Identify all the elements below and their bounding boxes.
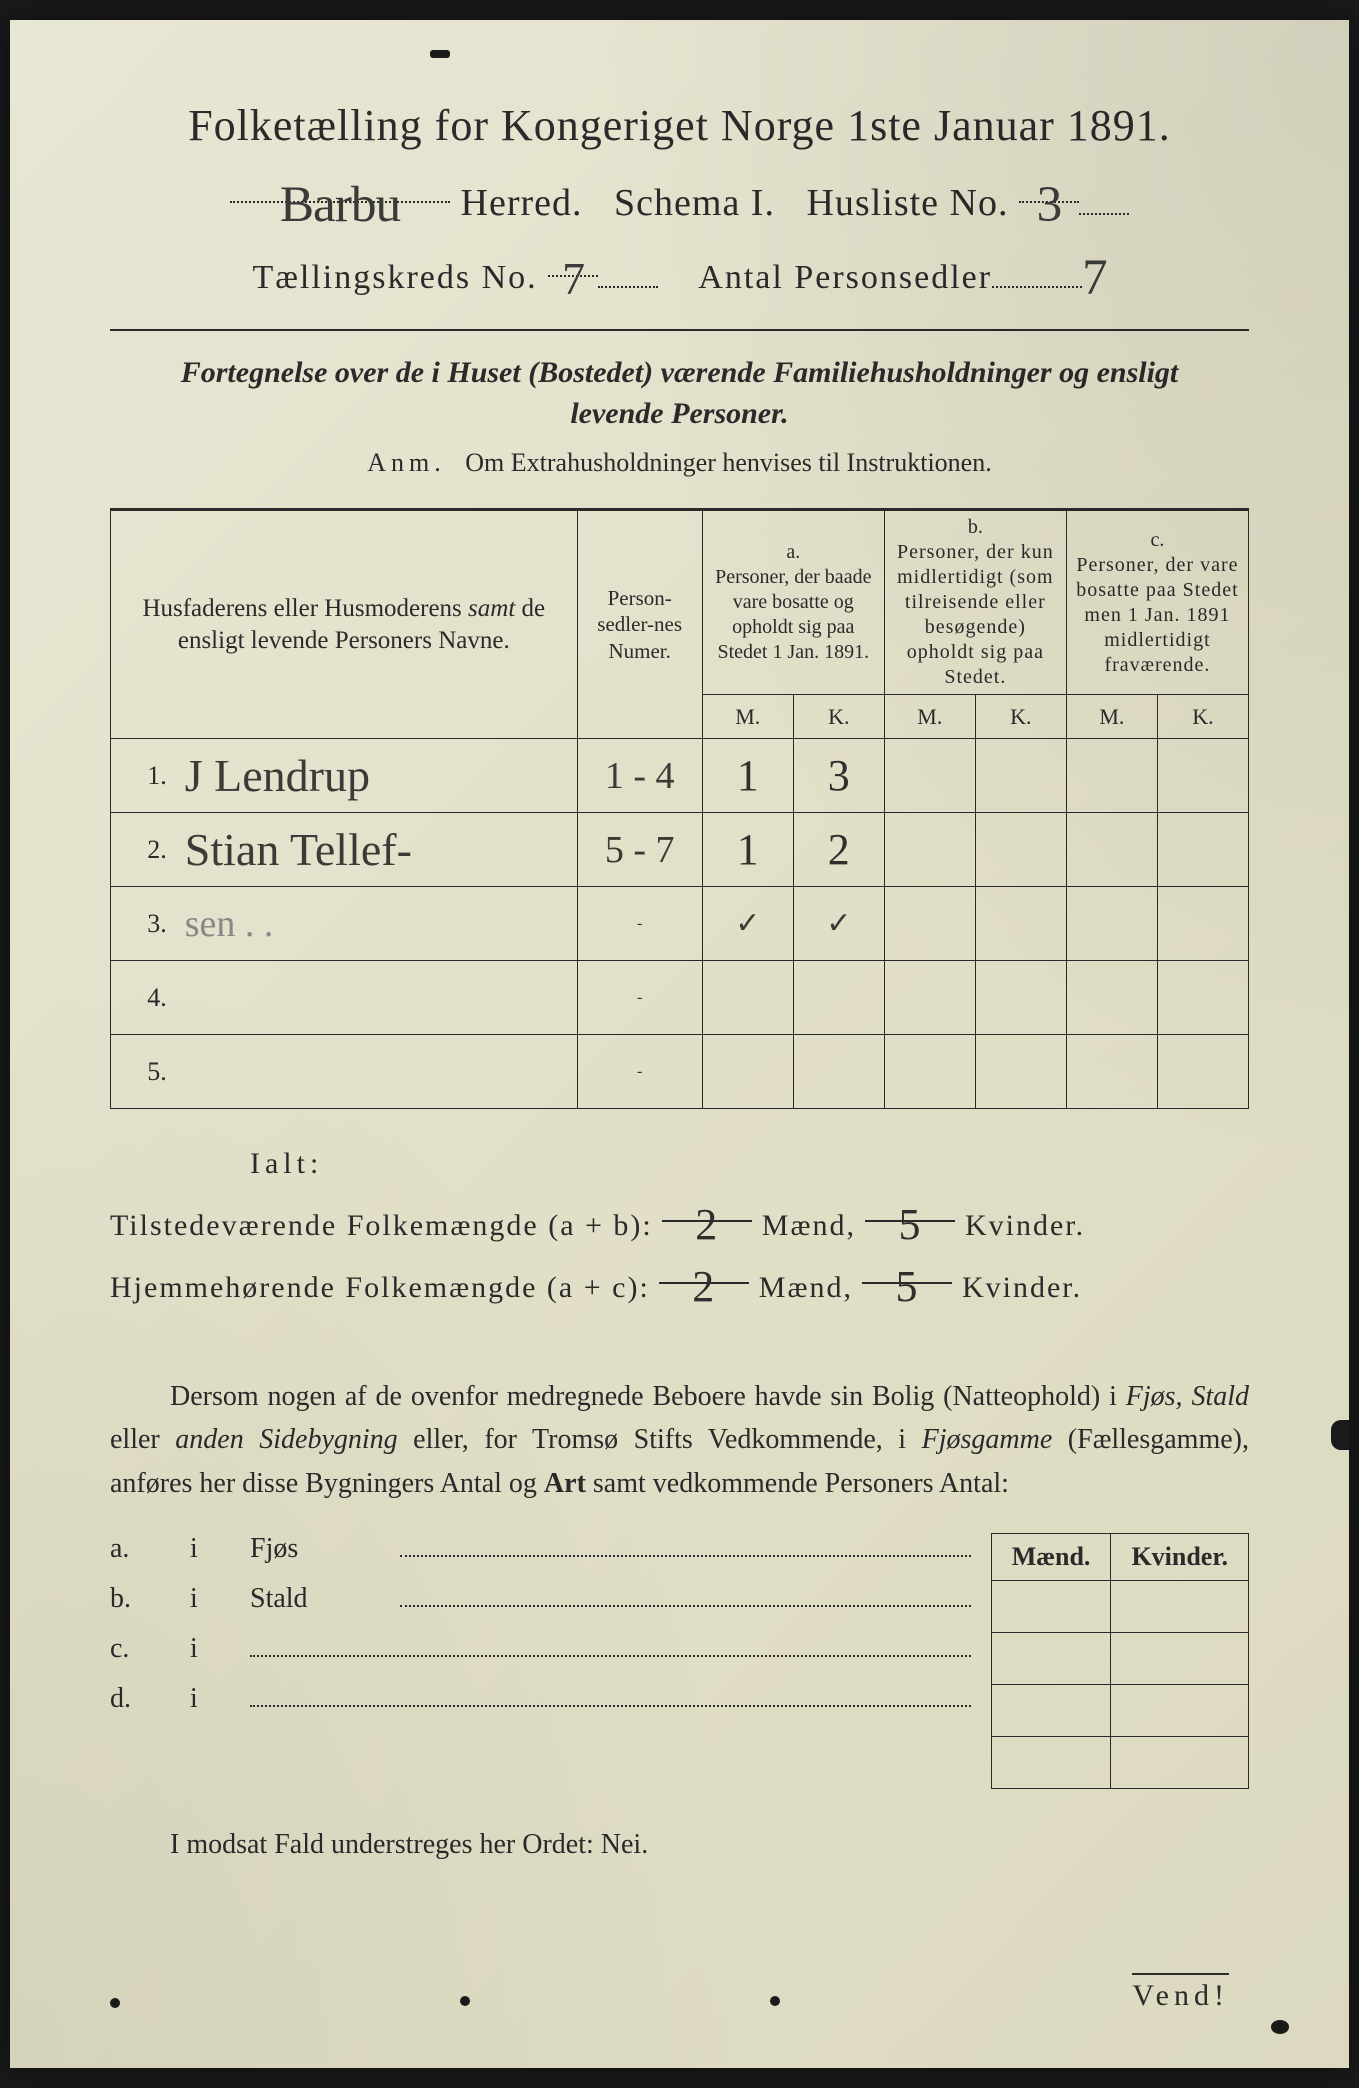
household-table: Husfaderens eller Husmoderens samt de en… <box>110 508 1249 1109</box>
husliste-label: Husliste No. <box>806 182 1008 224</box>
table-row: 3. sen . . - ✓ ✓ <box>111 887 1249 961</box>
paper-defect <box>1331 1420 1349 1450</box>
paper-defect <box>110 1998 120 2008</box>
subtitle-line2: levende Personer. <box>570 397 788 430</box>
antal-hw: 7 <box>1082 250 1107 306</box>
ialt-label: Ialt: <box>250 1147 1249 1181</box>
schema-label: Schema I. <box>614 182 775 224</box>
herred-label: Herred. <box>461 182 583 224</box>
th-names: Husfaderens eller Husmoderens samt de en… <box>111 510 578 739</box>
modsat-line: I modsat Fald understreges her Ordet: Ne… <box>110 1829 1249 1861</box>
mk-maend: Mænd. <box>991 1534 1111 1581</box>
header-line3: Tællingskreds No. 7 Antal Personsedler7 <box>110 243 1249 301</box>
th-b-m: M. <box>884 695 975 739</box>
anm-line: Anm. Om Extrahusholdninger henvises til … <box>110 448 1249 478</box>
side-row: d. i <box>110 1683 971 1715</box>
antal-label: Antal Personsedler <box>698 259 992 296</box>
hjemme-row: Hjemmehørende Folkemængde (a + c): 2 Mæn… <box>110 1257 1249 1305</box>
paper-defect <box>430 50 450 58</box>
th-b-k: K. <box>975 695 1066 739</box>
page-title: Folketælling for Kongeriget Norge 1ste J… <box>110 100 1249 151</box>
side-rows: a. i Fjøs b. i Stald c. i d. i <box>110 1533 991 1789</box>
herred-handwritten: Barbu <box>280 176 400 233</box>
th-a: a. Personer, der baade vare bosatte og o… <box>702 510 884 695</box>
side-row: a. i Fjøs <box>110 1533 971 1565</box>
table-row: 4. - <box>111 961 1249 1035</box>
th-numer: Person-sedler-nes Numer. <box>577 510 702 739</box>
paper-defect <box>460 1996 470 2006</box>
table-row: 5. - <box>111 1035 1249 1109</box>
kreds-no-hw: 7 <box>562 253 584 304</box>
anm-tag: Anm. <box>367 448 446 477</box>
husliste-no-hw: 3 <box>1037 176 1062 233</box>
subtitle: Fortegnelse over de i Huset (Bostedet) v… <box>110 353 1249 434</box>
side-table-wrap: a. i Fjøs b. i Stald c. i d. i <box>110 1533 1249 1789</box>
header-line2: Barbu Herred. Schema I. Husliste No. 3 <box>110 169 1249 225</box>
mk-kvinder: Kvinder. <box>1111 1534 1249 1581</box>
table-row: 1. J Lendrup 1 - 4 1 3 <box>111 739 1249 813</box>
side-row: c. i <box>110 1633 971 1665</box>
side-paragraph: Dersom nogen af de ovenfor medregnede Be… <box>110 1375 1249 1505</box>
th-c: c. Personer, der vare bosatte paa Stedet… <box>1066 510 1248 695</box>
kreds-label: Tællingskreds No. <box>252 259 537 296</box>
tilstede-row: Tilstedeværende Folkemængde (a + b): 2 M… <box>110 1195 1249 1243</box>
anm-text: Om Extrahusholdninger henvises til Instr… <box>465 448 991 477</box>
mk-table: Mænd. Kvinder. <box>991 1533 1249 1789</box>
paper-defect <box>770 1996 780 2006</box>
table-row: 2. Stian Tellef- 5 - 7 1 2 <box>111 813 1249 887</box>
vend-label: Vend! <box>1132 1973 1229 2013</box>
th-a-m: M. <box>702 695 793 739</box>
subtitle-line1: Fortegnelse over de i Huset (Bostedet) v… <box>181 356 1179 389</box>
th-a-k: K. <box>793 695 884 739</box>
census-page: Folketælling for Kongeriget Norge 1ste J… <box>10 20 1349 2068</box>
side-row: b. i Stald <box>110 1583 971 1615</box>
totals-block: Ialt: Tilstedeværende Folkemængde (a + b… <box>110 1147 1249 1305</box>
paper-defect <box>1271 2020 1289 2034</box>
th-c-m: M. <box>1066 695 1157 739</box>
th-c-k: K. <box>1157 695 1248 739</box>
th-b: b. Personer, der kun midlertidigt (som t… <box>884 510 1066 695</box>
horizontal-rule <box>110 329 1249 331</box>
